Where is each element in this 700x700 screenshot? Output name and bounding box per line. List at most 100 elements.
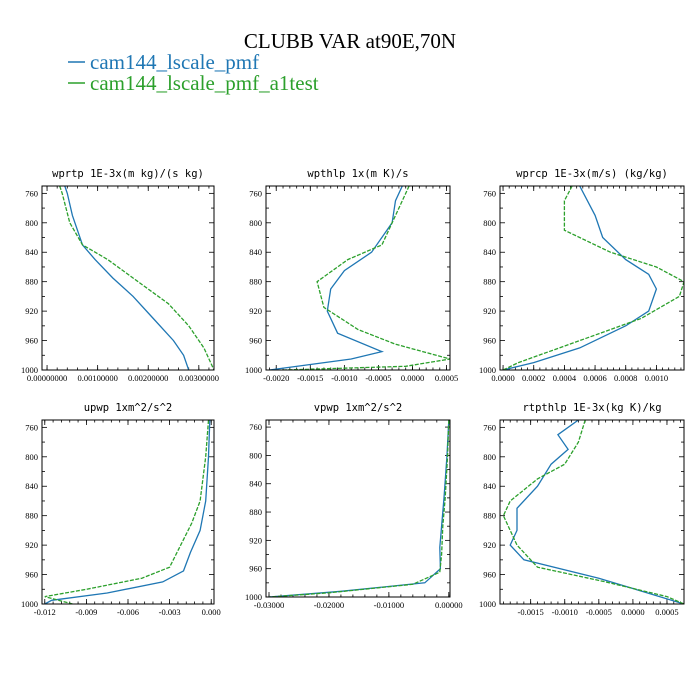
ytick-label: 840	[25, 247, 38, 257]
xtick-label: -0.03000	[254, 600, 284, 610]
ytick-label: 880	[249, 277, 262, 287]
panel-frame	[265, 185, 451, 371]
xtick-label: 0.0005	[655, 607, 678, 617]
legend: cam144_lscale_pmf cam144_lscale_pmf_a1te…	[68, 50, 319, 95]
panel-title-3: upwp 1xm^2/s^2	[84, 402, 173, 414]
ytick-label: 800	[483, 452, 496, 462]
panel-title-5: rtpthlp 1E-3x(kg K)/kg	[522, 402, 661, 414]
series-line-0	[64, 186, 190, 370]
figure-title: CLUBB VAR at90E,70N	[244, 29, 456, 53]
ytick-label: 1000	[21, 599, 38, 609]
xtick-label: 0.0000	[621, 607, 644, 617]
panel-0: wprtp 1E-3x(m kg)/(s kg) 760 800 840 880 920 9…	[21, 168, 219, 383]
ytick-label: 960	[249, 564, 262, 574]
ytick-label: 920	[25, 540, 38, 550]
ytick-label: 920	[483, 306, 496, 316]
ytick-label: 760	[25, 188, 38, 198]
ytick-label: 760	[483, 422, 496, 432]
series-line-0	[509, 420, 684, 604]
xtick-label: -0.0015	[297, 373, 323, 383]
xtick-label: 0.0010	[645, 373, 668, 383]
xtick-label: 0.00300000	[179, 373, 219, 383]
xtick-label: -0.0010	[331, 373, 357, 383]
panel-1: wpthlp 1x(m K)/s 760 800 840 880 920 960 1000 -0…	[245, 168, 458, 383]
ytick-label: 920	[249, 306, 262, 316]
ytick-label: 920	[249, 535, 262, 545]
ytick-label: 800	[249, 450, 262, 460]
series-line-0	[268, 420, 450, 597]
xtick-label: 0.00000000	[27, 373, 67, 383]
xtick-label: 0.000	[202, 607, 221, 617]
panel-title-1: wpthlp 1x(m K)/s	[307, 168, 408, 180]
panel-frame	[41, 419, 215, 605]
panel-title-0: wprtp 1E-3x(m kg)/(s kg)	[52, 168, 204, 180]
panel-frame	[499, 185, 685, 371]
ytick-label: 960	[249, 336, 262, 346]
xtick-label: 0.0006	[583, 373, 606, 383]
xtick-label: -0.02000	[314, 600, 344, 610]
panel-title-4: vpwp 1xm^2/s^2	[314, 402, 403, 414]
ytick-label: 840	[483, 247, 496, 257]
xtick-label: -0.0015	[518, 607, 544, 617]
xtick-label: -0.006	[117, 607, 139, 617]
panel-frame	[41, 185, 215, 371]
ytick-label: 800	[249, 218, 262, 228]
xtick-label: -0.003	[159, 607, 181, 617]
legend-label-0: cam144_lscale_pmf	[90, 50, 259, 74]
panel-3: upwp 1xm^2/s^27608008408809209601000-0.0…	[21, 402, 221, 617]
xtick-label: 0.00200000	[128, 373, 168, 383]
ytick-label: 760	[249, 188, 262, 198]
ytick-label: 880	[483, 511, 496, 521]
series-line-1	[268, 420, 450, 597]
xtick-label: 0.0000	[401, 373, 424, 383]
xtick-label: 0.0008	[614, 373, 637, 383]
series-line-1	[282, 186, 450, 370]
series-line-1	[502, 186, 684, 370]
series-line-1	[59, 186, 214, 370]
xtick-label: 0.0005	[435, 373, 458, 383]
xtick-label: 0.0004	[553, 373, 577, 383]
xtick-label: -0.0005	[365, 373, 391, 383]
ytick-label: 960	[25, 570, 38, 580]
ytick-label: 800	[25, 218, 38, 228]
legend-label-1: cam144_lscale_pmf_a1test	[90, 71, 319, 95]
ytick-label: 1000	[479, 599, 496, 609]
panel-2: wprcp 1E-3x(m/s) (kg/kg) 760 800 840 880 920 9…	[479, 168, 685, 383]
panel-title-2: wprcp 1E-3x(m/s) (kg/kg)	[516, 168, 668, 180]
ytick-label: 920	[25, 306, 38, 316]
panel-5: rtpthlp 1E-3x(kg K)/kg 760 800 840 880 920 960…	[479, 402, 685, 617]
xtick-label: 0.0000	[491, 373, 514, 383]
xtick-label: -0.009	[75, 607, 97, 617]
ytick-label: 1000	[245, 365, 262, 375]
panel-frame	[499, 419, 685, 605]
ytick-label: 840	[25, 481, 38, 491]
xtick-label: -0.0005	[586, 607, 612, 617]
ytick-label: 1000	[21, 365, 38, 375]
xtick-label: -0.012	[34, 607, 56, 617]
ytick-label: 840	[249, 247, 262, 257]
panel-frame	[265, 419, 451, 598]
ytick-label: 920	[483, 540, 496, 550]
series-line-1	[44, 420, 210, 604]
ytick-label: 760	[249, 422, 262, 432]
ytick-label: 960	[25, 336, 38, 346]
series-line-0	[502, 186, 658, 370]
ytick-label: 840	[483, 481, 496, 491]
ytick-label: 840	[249, 479, 262, 489]
xtick-label: 0.00100000	[77, 373, 117, 383]
ytick-label: 1000	[245, 592, 262, 602]
xtick-label: 0.0002	[522, 373, 545, 383]
ytick-label: 960	[483, 336, 496, 346]
series-line-1	[502, 420, 684, 604]
ytick-label: 1000	[479, 365, 496, 375]
xtick-label: -0.0010	[552, 607, 578, 617]
xtick-label: 0.00000	[435, 600, 463, 610]
ytick-label: 880	[25, 511, 38, 521]
panels: wprtp 1E-3x(m kg)/(s kg) 760 800 840 880 920 9…	[21, 168, 685, 617]
ytick-label: 880	[25, 277, 38, 287]
panel-4: vpwp 1xm^2/s^27608008408809209601000-0.0…	[245, 402, 463, 610]
ytick-label: 800	[483, 218, 496, 228]
ytick-label: 960	[483, 570, 496, 580]
ytick-label: 800	[25, 452, 38, 462]
